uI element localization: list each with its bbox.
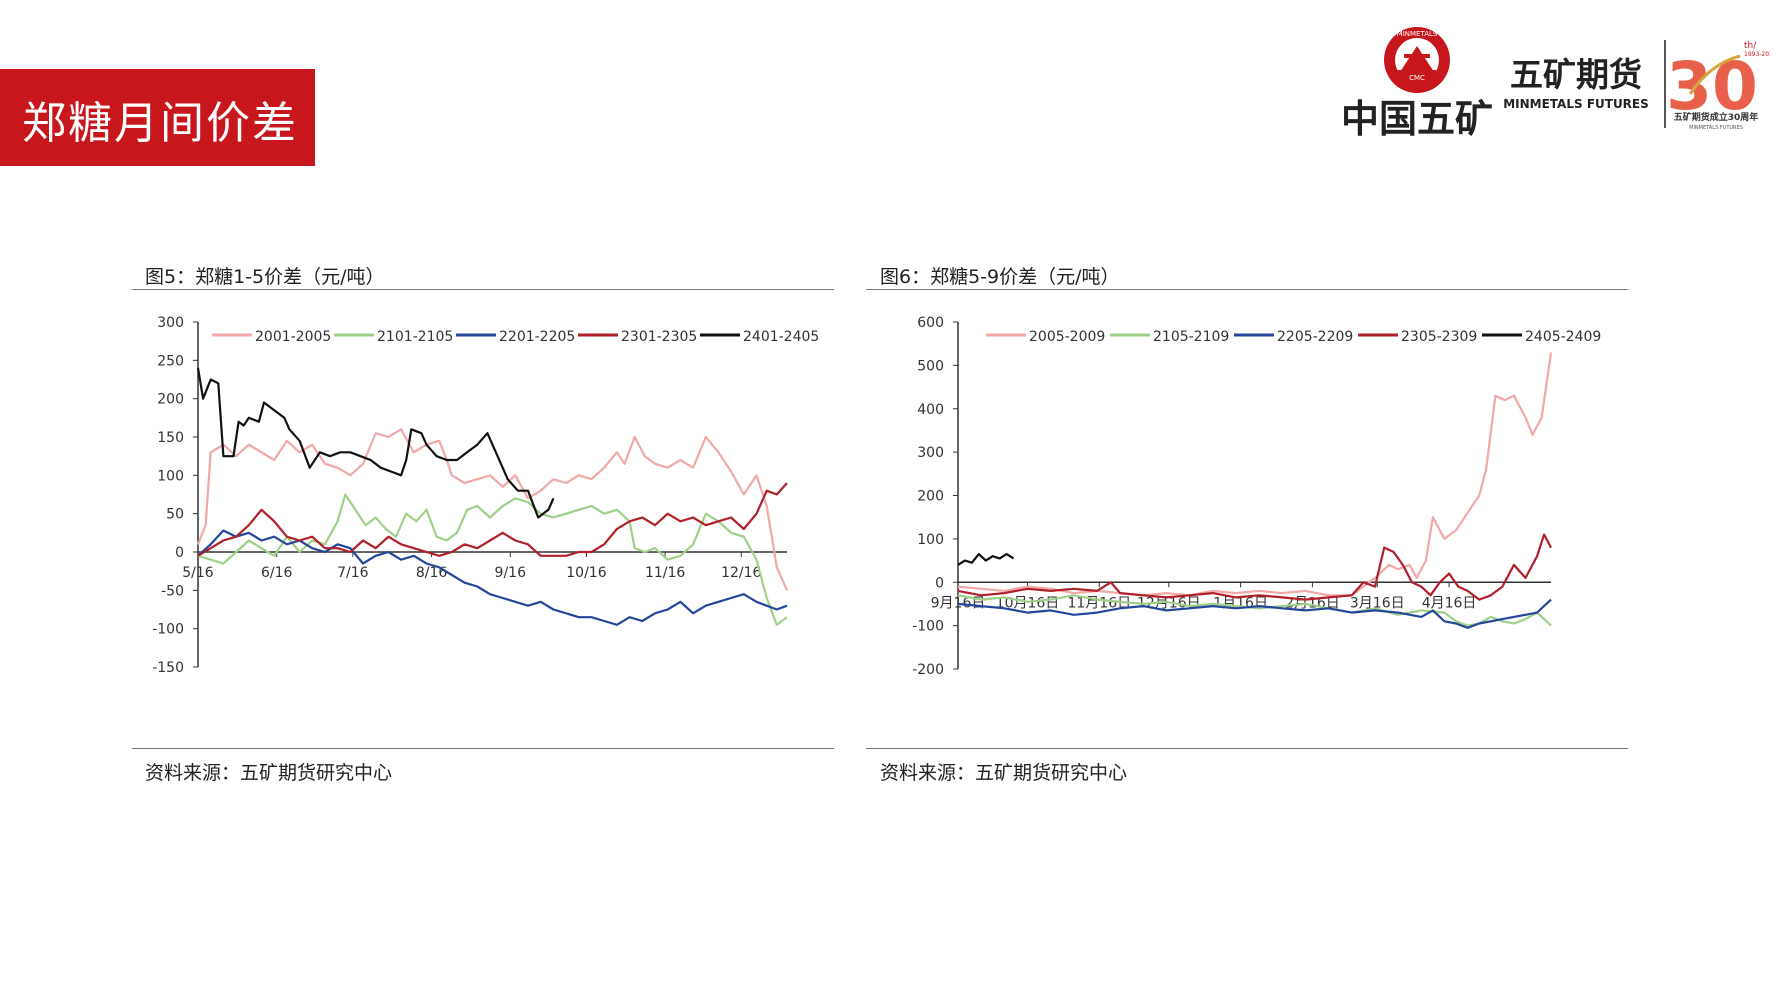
series-line-2101-2105 bbox=[197, 493, 788, 626]
y-tick-label: 200 bbox=[917, 489, 944, 505]
series-line-2005-2009 bbox=[957, 352, 1553, 597]
series-line-2201-2205 bbox=[197, 529, 788, 626]
series-line-2301-2305 bbox=[197, 482, 788, 557]
figure5-chart: -150 -100 -50 0 50 100 150 200 250 300 5/16 6/16 7/1… bbox=[152, 315, 819, 676]
figure5-bottom-rule bbox=[132, 748, 834, 749]
x-tick-label: 7/16 bbox=[337, 565, 369, 581]
legend-label: 2405-2409 bbox=[1525, 329, 1601, 345]
figure6-source: 资料来源：五矿期货研究中心 bbox=[880, 762, 1128, 784]
series-line-2305-2309 bbox=[957, 533, 1552, 601]
legend-label: 2305-2309 bbox=[1401, 329, 1477, 345]
anniv-sup: th/ bbox=[1744, 41, 1757, 51]
legend-label: 2005-2009 bbox=[1029, 329, 1105, 345]
x-tick-label: 4月16日 bbox=[1422, 595, 1477, 611]
x-tick-label: 11/16 bbox=[645, 565, 685, 581]
legend-label: 2205-2209 bbox=[1277, 329, 1353, 345]
legend-label: 2001-2005 bbox=[255, 329, 331, 345]
y-tick-label: -200 bbox=[912, 662, 944, 678]
brand-cn: 五矿期货 bbox=[1510, 55, 1642, 94]
x-tick-label: 10/16 bbox=[566, 565, 606, 581]
legend-label: 2401-2405 bbox=[743, 329, 819, 345]
x-tick-label: 12/16 bbox=[721, 565, 761, 581]
emblem-block-text: CMC bbox=[1409, 74, 1425, 82]
anniv-number: 30 bbox=[1666, 48, 1758, 125]
logo-divider bbox=[1664, 40, 1666, 128]
y-tick-label: -100 bbox=[912, 619, 944, 635]
x-tick-label: 3月16日 bbox=[1350, 595, 1405, 611]
y-tick-label: 0 bbox=[935, 575, 944, 591]
legend-label: 2101-2105 bbox=[377, 329, 453, 345]
figure6-caption: 图6：郑糖5-9价差（元/吨） bbox=[880, 266, 1120, 288]
legend-label: 2105-2109 bbox=[1153, 329, 1229, 345]
figure5-caption: 图5：郑糖1-5价差（元/吨） bbox=[145, 266, 385, 288]
series-line-2001-2005 bbox=[196, 428, 789, 591]
section-title-bar: 郑糖月间价差 bbox=[0, 69, 315, 166]
x-tick-label: 5/16 bbox=[182, 565, 214, 581]
y-tick-label: 500 bbox=[917, 358, 944, 374]
x-tick-label: 9/16 bbox=[495, 565, 527, 581]
y-tick-label: 200 bbox=[157, 392, 184, 408]
page-title: 郑糖月间价差 bbox=[22, 98, 298, 149]
figure5-source: 资料来源：五矿期货研究中心 bbox=[145, 762, 393, 784]
brand-en: MINMETALS FUTURES bbox=[1503, 97, 1649, 111]
anniv-years: 1993-2023 bbox=[1744, 51, 1770, 58]
y-tick-label: 100 bbox=[157, 468, 184, 484]
y-tick-label: -150 bbox=[152, 660, 184, 676]
figure6-bottom-rule bbox=[866, 748, 1628, 749]
y-tick-label: 50 bbox=[166, 507, 184, 523]
anniversary-30-icon: 30 th/ 1993-2023 五矿期货成立30周年 MINMETALS FU… bbox=[1666, 41, 1770, 131]
y-tick-label: 0 bbox=[175, 545, 184, 561]
figure5-top-rule bbox=[132, 289, 834, 290]
anniv-en: MINMETALS FUTURES bbox=[1689, 125, 1743, 131]
minmetals-emblem-icon: MINMETALS CMC bbox=[1384, 27, 1450, 93]
y-tick-label: 300 bbox=[917, 445, 944, 461]
x-tick-label: 11月16日 bbox=[1067, 595, 1131, 611]
series-line-2401-2405 bbox=[196, 367, 555, 519]
series-line-2405-2409 bbox=[957, 553, 1015, 566]
emblem-ring-text: MINMETALS bbox=[1397, 30, 1438, 38]
logo-area: MINMETALS CMC 中国五矿 五矿期货 MINMETALS FUTURE… bbox=[1341, 27, 1770, 141]
y-tick-label: 250 bbox=[157, 353, 184, 369]
series-line-2205-2209 bbox=[957, 598, 1552, 629]
x-tick-label: 9月16日 bbox=[931, 595, 986, 611]
x-tick-label: 8/16 bbox=[416, 565, 448, 581]
anniv-cn: 五矿期货成立30周年 bbox=[1674, 111, 1759, 123]
y-tick-label: -100 bbox=[152, 622, 184, 638]
logo-main-text: 中国五矿 bbox=[1341, 97, 1493, 141]
y-tick-label: -50 bbox=[161, 583, 184, 599]
y-tick-label: 300 bbox=[157, 315, 184, 331]
y-tick-label: 100 bbox=[917, 532, 944, 548]
y-tick-label: 600 bbox=[917, 315, 944, 331]
x-tick-label: 6/16 bbox=[261, 565, 293, 581]
series-line-2105-2109 bbox=[957, 594, 1552, 627]
y-tick-label: 400 bbox=[917, 402, 944, 418]
legend-label: 2301-2305 bbox=[621, 329, 697, 345]
figure6-top-rule bbox=[866, 289, 1628, 290]
y-tick-label: 150 bbox=[157, 430, 184, 446]
legend-label: 2201-2205 bbox=[499, 329, 575, 345]
